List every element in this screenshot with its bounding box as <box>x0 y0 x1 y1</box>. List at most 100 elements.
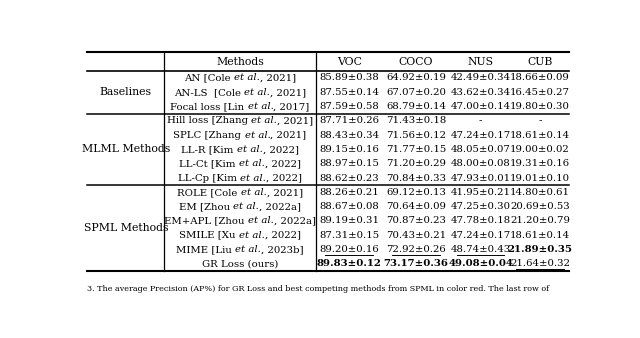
Text: GR Loss (ours): GR Loss (ours) <box>202 259 278 268</box>
Text: LL-Cp [Kim: LL-Cp [Kim <box>178 173 240 183</box>
Text: 70.84±0.33: 70.84±0.33 <box>386 173 446 183</box>
Text: et al.: et al. <box>236 245 261 254</box>
Text: 48.00±0.08: 48.00±0.08 <box>451 159 510 168</box>
Text: 69.12±0.13: 69.12±0.13 <box>386 188 446 197</box>
Text: MIME [Liu: MIME [Liu <box>176 245 236 254</box>
Text: ROLE [Cole: ROLE [Cole <box>177 188 241 197</box>
Text: et al.: et al. <box>241 188 267 197</box>
Text: 47.24±0.17: 47.24±0.17 <box>451 231 511 240</box>
Text: , 2021]: , 2021] <box>260 73 296 82</box>
Text: 87.71±0.26: 87.71±0.26 <box>319 116 379 125</box>
Text: et al.: et al. <box>240 173 266 183</box>
Text: 20.69±0.53: 20.69±0.53 <box>510 202 570 211</box>
Text: 87.59±0.58: 87.59±0.58 <box>319 102 379 111</box>
Text: , 2022]: , 2022] <box>265 159 301 168</box>
Text: 64.92±0.19: 64.92±0.19 <box>386 73 446 82</box>
Text: 47.25±0.30: 47.25±0.30 <box>451 202 511 211</box>
Text: 19.00±0.02: 19.00±0.02 <box>510 145 570 154</box>
Text: et al.: et al. <box>251 116 277 125</box>
Text: 19.01±0.10: 19.01±0.10 <box>510 173 570 183</box>
Text: et al.: et al. <box>248 102 273 111</box>
Text: 88.62±0.23: 88.62±0.23 <box>319 173 379 183</box>
Text: 18.61±0.14: 18.61±0.14 <box>510 231 570 240</box>
Text: 21.64±0.32: 21.64±0.32 <box>510 259 570 268</box>
Text: -: - <box>479 116 482 125</box>
Text: 18.61±0.14: 18.61±0.14 <box>510 131 570 140</box>
Text: 47.00±0.14: 47.00±0.14 <box>451 102 511 111</box>
Text: , 2017]: , 2017] <box>273 102 310 111</box>
Text: et al.: et al. <box>234 73 260 82</box>
Text: 43.62±0.34: 43.62±0.34 <box>451 88 511 97</box>
Text: , 2023b]: , 2023b] <box>261 245 304 254</box>
Text: 70.87±0.23: 70.87±0.23 <box>386 216 446 225</box>
Text: 67.07±0.20: 67.07±0.20 <box>386 88 446 97</box>
Text: SMILE [Xu: SMILE [Xu <box>179 231 239 240</box>
Text: 42.49±0.34: 42.49±0.34 <box>451 73 511 82</box>
Text: , 2022]: , 2022] <box>266 173 302 183</box>
Text: et al.: et al. <box>244 88 270 97</box>
Text: 48.05±0.07: 48.05±0.07 <box>451 145 511 154</box>
Text: LL-Ct [Kim: LL-Ct [Kim <box>179 159 239 168</box>
Text: EM+APL [Zhou: EM+APL [Zhou <box>164 216 248 225</box>
Text: 41.95±0.21: 41.95±0.21 <box>451 188 511 197</box>
Text: 3. The average Precision (AP%) for GR Loss and best competing methods from SPML : 3. The average Precision (AP%) for GR Lo… <box>88 285 550 293</box>
Text: , 2021]: , 2021] <box>270 131 307 140</box>
Text: EM [Zhou: EM [Zhou <box>179 202 233 211</box>
Text: et al.: et al. <box>233 202 259 211</box>
Text: et al.: et al. <box>239 231 265 240</box>
Text: et al.: et al. <box>237 145 262 154</box>
Text: NUS: NUS <box>467 56 493 67</box>
Text: 19.80±0.30: 19.80±0.30 <box>510 102 570 111</box>
Text: 70.43±0.21: 70.43±0.21 <box>386 231 446 240</box>
Text: 47.24±0.17: 47.24±0.17 <box>451 131 511 140</box>
Text: 71.20±0.29: 71.20±0.29 <box>386 159 446 168</box>
Text: et al.: et al. <box>239 159 265 168</box>
Text: , 2022a]: , 2022a] <box>274 216 316 225</box>
Text: , 2022]: , 2022] <box>262 145 299 154</box>
Text: 48.74±0.43: 48.74±0.43 <box>451 245 511 254</box>
Text: 73.17±0.36: 73.17±0.36 <box>383 259 449 268</box>
Text: 88.67±0.08: 88.67±0.08 <box>319 202 379 211</box>
Text: 19.31±0.16: 19.31±0.16 <box>510 159 570 168</box>
Text: COCO: COCO <box>399 56 433 67</box>
Text: VOC: VOC <box>337 56 362 67</box>
Text: LL-R [Kim: LL-R [Kim <box>181 145 237 154</box>
Text: 71.43±0.18: 71.43±0.18 <box>386 116 446 125</box>
Text: 14.80±0.61: 14.80±0.61 <box>510 188 570 197</box>
Text: 47.78±0.18: 47.78±0.18 <box>451 216 511 225</box>
Text: Baselines: Baselines <box>100 87 152 97</box>
Text: 85.89±0.38: 85.89±0.38 <box>319 73 379 82</box>
Text: 71.77±0.15: 71.77±0.15 <box>386 145 446 154</box>
Text: MLML Methods: MLML Methods <box>82 144 170 154</box>
Text: -: - <box>538 116 541 125</box>
Text: , 2021]: , 2021] <box>277 116 313 125</box>
Text: 87.31±0.15: 87.31±0.15 <box>319 231 379 240</box>
Text: , 2022a]: , 2022a] <box>259 202 301 211</box>
Text: 88.43±0.34: 88.43±0.34 <box>319 131 379 140</box>
Text: 89.83±0.12: 89.83±0.12 <box>317 259 381 268</box>
Text: 16.45±0.27: 16.45±0.27 <box>510 88 570 97</box>
Text: 49.08±0.04: 49.08±0.04 <box>448 259 513 268</box>
Text: , 2021]: , 2021] <box>270 88 306 97</box>
Text: SPLC [Zhang: SPLC [Zhang <box>173 131 244 140</box>
Text: 89.15±0.16: 89.15±0.16 <box>319 145 379 154</box>
Text: 18.66±0.09: 18.66±0.09 <box>510 73 570 82</box>
Text: CUB: CUB <box>527 56 553 67</box>
Text: , 2021]: , 2021] <box>267 188 303 197</box>
Text: , 2022]: , 2022] <box>265 231 301 240</box>
Text: 47.93±0.01: 47.93±0.01 <box>451 173 511 183</box>
Text: AN [Cole: AN [Cole <box>184 73 234 82</box>
Text: Hill loss [Zhang: Hill loss [Zhang <box>167 116 251 125</box>
Text: et al.: et al. <box>244 131 270 140</box>
Text: Focal loss [Lin: Focal loss [Lin <box>170 102 248 111</box>
Text: AN-LS  [Cole: AN-LS [Cole <box>174 88 244 97</box>
Text: 68.79±0.14: 68.79±0.14 <box>386 102 446 111</box>
Text: et al.: et al. <box>248 216 274 225</box>
Text: 21.89±0.35: 21.89±0.35 <box>508 245 573 254</box>
Text: 88.26±0.21: 88.26±0.21 <box>319 188 379 197</box>
Text: 87.55±0.14: 87.55±0.14 <box>319 88 379 97</box>
Text: SPML Methods: SPML Methods <box>84 223 168 233</box>
Text: 89.20±0.16: 89.20±0.16 <box>319 245 379 254</box>
Text: 88.97±0.15: 88.97±0.15 <box>319 159 379 168</box>
Text: 70.64±0.09: 70.64±0.09 <box>386 202 446 211</box>
